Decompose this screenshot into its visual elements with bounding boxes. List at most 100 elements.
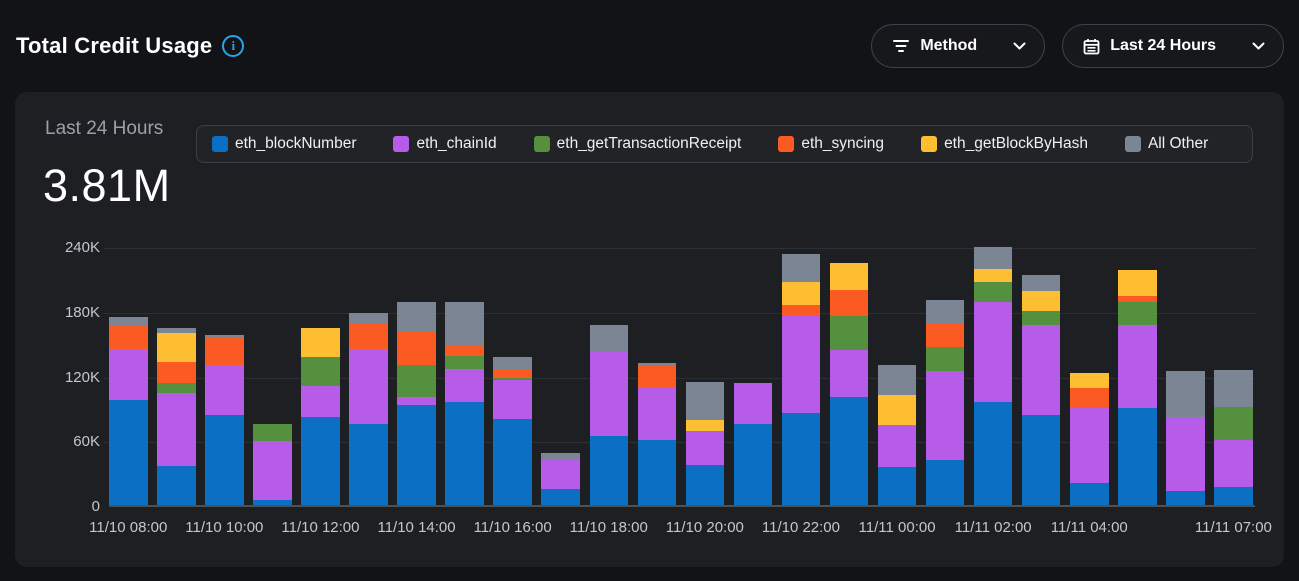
chart-bar-11-11-01-00[interactable]	[925, 300, 965, 505]
bar-segment-eth_chainId[interactable]	[301, 386, 340, 417]
bar-segment-All-Other[interactable]	[1021, 275, 1061, 292]
bar-segment-All-Other[interactable]	[109, 317, 148, 326]
bar-segment-eth_chainId[interactable]	[493, 379, 532, 419]
chart-bar-11-10-13-00[interactable]	[349, 312, 388, 505]
chart-bar-11-10-12-00[interactable]	[301, 328, 340, 505]
bar-segment-eth_chainId[interactable]	[445, 369, 484, 403]
bar-segment-eth_chainId[interactable]	[733, 383, 773, 425]
bar-segment-eth_getBlockByHash[interactable]	[829, 263, 869, 291]
method-filter-button[interactable]: Method	[871, 24, 1046, 68]
bar-segment-eth_getTransactionReceipt[interactable]	[1021, 310, 1061, 325]
bar-segment-eth_blockNumber[interactable]	[349, 424, 388, 505]
chart-bar-11-11-02-00[interactable]	[973, 247, 1013, 505]
bar-segment-eth_chainId[interactable]	[541, 459, 580, 489]
bar-segment-All-Other[interactable]	[637, 362, 677, 365]
bar-segment-eth_blockNumber[interactable]	[829, 397, 869, 505]
legend-item-eth_getBlockByHash[interactable]: eth_getBlockByHash	[921, 135, 1088, 153]
bar-segment-eth_blockNumber[interactable]	[685, 465, 725, 505]
bar-segment-eth_chainId[interactable]	[1166, 416, 1205, 491]
chart-bar-11-10-18-00[interactable]	[589, 324, 628, 505]
bar-segment-eth_getTransactionReceipt[interactable]	[973, 281, 1013, 303]
bar-segment-eth_chainId[interactable]	[877, 425, 917, 468]
bar-segment-All-Other[interactable]	[205, 334, 244, 338]
legend-item-eth_chainId[interactable]: eth_chainId	[393, 135, 497, 153]
bar-segment-eth_blockNumber[interactable]	[541, 488, 580, 505]
chart-bar-11-10-21-00[interactable]	[733, 383, 773, 505]
chart-bar-11-11-03-00[interactable]	[1021, 275, 1061, 505]
bar-segment-eth_blockNumber[interactable]	[1166, 490, 1205, 505]
bar-segment-All-Other[interactable]	[157, 328, 196, 334]
bar-segment-eth_getBlockByHash[interactable]	[1070, 373, 1109, 389]
bar-segment-eth_getBlockByHash[interactable]	[973, 268, 1013, 282]
chart-bar-11-10-22-00[interactable]	[781, 253, 821, 505]
bar-segment-All-Other[interactable]	[781, 253, 821, 282]
bar-segment-eth_getTransactionReceipt[interactable]	[1118, 302, 1157, 325]
bar-segment-eth_chainId[interactable]	[685, 430, 725, 466]
chart-bar-11-11-05-00[interactable]	[1118, 269, 1157, 505]
chart-bar-11-10-19-00[interactable]	[637, 362, 677, 505]
bar-segment-eth_blockNumber[interactable]	[1214, 486, 1253, 505]
bar-segment-eth_getBlockByHash[interactable]	[157, 333, 196, 362]
bar-segment-eth_getTransactionReceipt[interactable]	[157, 383, 196, 393]
bar-segment-All-Other[interactable]	[973, 247, 1013, 269]
bar-segment-eth_syncing[interactable]	[1118, 295, 1157, 303]
bar-segment-eth_syncing[interactable]	[397, 331, 436, 365]
bar-segment-eth_syncing[interactable]	[781, 305, 821, 317]
bar-segment-eth_getTransactionReceipt[interactable]	[1214, 406, 1253, 441]
info-icon[interactable]: i	[222, 35, 245, 57]
bar-segment-eth_getTransactionReceipt[interactable]	[253, 424, 292, 442]
bar-segment-eth_syncing[interactable]	[205, 337, 244, 365]
bar-segment-eth_getTransactionReceipt[interactable]	[829, 316, 869, 350]
bar-segment-eth_getBlockByHash[interactable]	[1021, 291, 1061, 311]
bar-segment-All-Other[interactable]	[349, 312, 388, 323]
bar-segment-All-Other[interactable]	[877, 364, 917, 395]
legend-item-All-Other[interactable]: All Other	[1124, 135, 1208, 153]
bar-segment-eth_chainId[interactable]	[1021, 324, 1061, 416]
chart-bar-11-10-08-00[interactable]	[109, 317, 148, 505]
bar-segment-eth_chainId[interactable]	[925, 371, 965, 460]
bar-segment-eth_getBlockByHash[interactable]	[1118, 269, 1157, 296]
bar-segment-eth_syncing[interactable]	[157, 361, 196, 384]
bar-segment-eth_blockNumber[interactable]	[637, 440, 677, 505]
bar-segment-eth_blockNumber[interactable]	[109, 400, 148, 505]
chart-bar-11-10-20-00[interactable]	[685, 382, 725, 505]
chart-bar-11-11-07-00[interactable]	[1214, 370, 1253, 505]
bar-segment-eth_chainId[interactable]	[205, 364, 244, 416]
bar-segment-eth_chainId[interactable]	[253, 441, 292, 500]
bar-segment-eth_syncing[interactable]	[637, 364, 677, 389]
bar-segment-eth_chainId[interactable]	[781, 316, 821, 414]
bar-segment-eth_chainId[interactable]	[829, 349, 869, 398]
legend-item-eth_blockNumber[interactable]: eth_blockNumber	[212, 135, 356, 153]
chart-bar-11-10-09-00[interactable]	[157, 328, 196, 505]
bar-segment-eth_syncing[interactable]	[109, 325, 148, 349]
bar-segment-eth_blockNumber[interactable]	[781, 413, 821, 505]
bar-segment-All-Other[interactable]	[541, 453, 580, 460]
chart-bar-11-10-10-00[interactable]	[205, 334, 244, 505]
bar-segment-eth_getBlockByHash[interactable]	[877, 394, 917, 426]
chart-bar-11-11-00-00[interactable]	[877, 364, 917, 505]
bar-segment-eth_syncing[interactable]	[349, 322, 388, 349]
bar-segment-eth_blockNumber[interactable]	[1021, 415, 1061, 505]
bar-segment-eth_chainId[interactable]	[157, 392, 196, 467]
chart-bar-11-10-15-00[interactable]	[445, 302, 484, 505]
bar-segment-eth_chainId[interactable]	[1070, 407, 1109, 484]
chart-bar-11-11-04-00[interactable]	[1070, 373, 1109, 505]
bar-segment-eth_blockNumber[interactable]	[157, 466, 196, 505]
bar-segment-All-Other[interactable]	[493, 357, 532, 371]
bar-segment-All-Other[interactable]	[925, 300, 965, 324]
bar-segment-eth_blockNumber[interactable]	[925, 459, 965, 505]
bar-segment-eth_blockNumber[interactable]	[589, 435, 628, 505]
bar-segment-All-Other[interactable]	[589, 324, 628, 352]
bar-segment-eth_blockNumber[interactable]	[445, 402, 484, 505]
chart-bar-11-10-16-00[interactable]	[493, 357, 532, 505]
bar-segment-eth_getTransactionReceipt[interactable]	[925, 347, 965, 372]
bar-segment-eth_getTransactionReceipt[interactable]	[445, 356, 484, 370]
bar-segment-eth_syncing[interactable]	[925, 323, 965, 348]
bar-segment-eth_getTransactionReceipt[interactable]	[397, 364, 436, 398]
bar-segment-All-Other[interactable]	[445, 302, 484, 347]
bar-segment-eth_blockNumber[interactable]	[877, 467, 917, 505]
bar-segment-All-Other[interactable]	[685, 382, 725, 420]
bar-segment-eth_getBlockByHash[interactable]	[685, 419, 725, 431]
chart-bar-11-10-14-00[interactable]	[397, 302, 436, 505]
bar-segment-All-Other[interactable]	[1166, 371, 1205, 417]
